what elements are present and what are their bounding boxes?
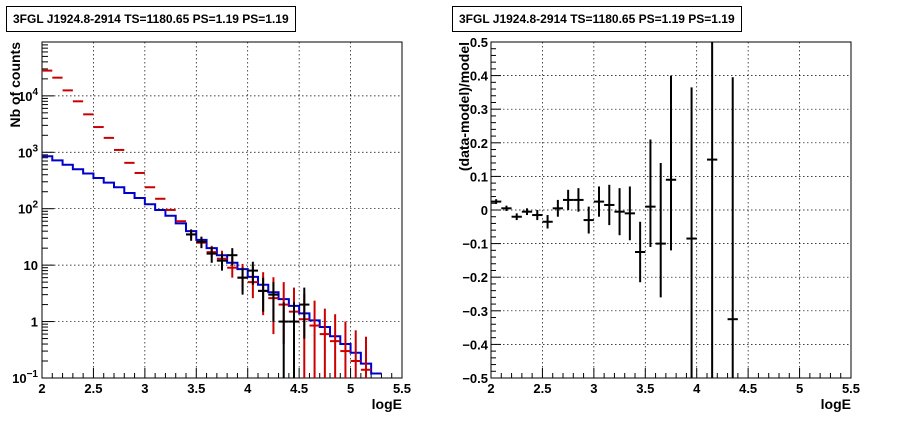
y-tick-label: −0.5 <box>462 371 488 386</box>
data-point <box>511 213 522 221</box>
data-point <box>216 253 228 271</box>
data-point <box>258 277 269 312</box>
data-point <box>552 199 563 217</box>
data-point <box>360 336 372 378</box>
data-point <box>614 188 625 236</box>
data-point <box>655 162 666 298</box>
y-tick-label: 104 <box>18 87 38 104</box>
data-point <box>635 221 646 283</box>
data-point <box>268 282 279 322</box>
data-point <box>501 205 512 212</box>
data-point <box>707 42 718 378</box>
data-point <box>227 248 238 266</box>
data-point <box>491 199 502 204</box>
right-panel: 2 2.5 3 3.5 4 4.5 5 5.5 logE −0.5 −0.4 −0.3 −0.2 −0.1… <box>449 0 898 421</box>
data-point <box>288 302 300 378</box>
data-point <box>278 302 289 378</box>
data-point <box>573 188 584 212</box>
x-tick-label: 3.5 <box>636 381 654 396</box>
data-point <box>247 261 258 285</box>
data-point <box>206 246 217 263</box>
x-tick-label: 5 <box>347 381 354 396</box>
data-point <box>624 186 635 241</box>
data-point <box>186 229 197 241</box>
x-tick-label: 5 <box>796 381 803 396</box>
data-point <box>532 210 543 221</box>
data-point <box>521 208 533 216</box>
data-point <box>299 287 310 339</box>
x-tick-label: 5.5 <box>393 381 411 396</box>
plot-frame <box>41 41 403 379</box>
y-axis-label: Nb of counts <box>7 42 23 128</box>
data-point <box>583 206 594 234</box>
data-point <box>309 300 320 378</box>
x-tick-label: 2.5 <box>84 381 102 396</box>
data-point <box>330 314 341 378</box>
data-point <box>727 77 738 378</box>
data-point <box>542 215 553 229</box>
y-tick-label: 10 <box>24 258 38 273</box>
x-tick-label: 2 <box>38 381 45 396</box>
data-point <box>237 267 248 295</box>
data-point <box>665 75 677 251</box>
x-tick-label: 3 <box>141 381 148 396</box>
y-tick-label: 0.3 <box>470 102 488 117</box>
data-layer <box>42 69 382 378</box>
y-tick-label: 102 <box>18 200 38 217</box>
x-tick-label: 3 <box>590 381 597 396</box>
left-panel: 2 2.5 3 3.5 4 4.5 5 5.5 logE 10−1 1 10 102 103 104 Nb o… <box>6 6 411 412</box>
y-axis: −0.5 −0.4 −0.3 −0.2 −0.1 0 0.1 0.2 0.3 0.4 0.5(dat… <box>456 35 501 386</box>
data-point <box>196 236 207 249</box>
x-tick-label: 3.5 <box>187 381 205 396</box>
grid-lines <box>491 42 851 378</box>
x-tick-label: 2.5 <box>533 381 551 396</box>
y-tick-label: 0.5 <box>470 35 488 50</box>
data-point <box>319 308 330 378</box>
data-layer <box>491 42 738 378</box>
y-tick-label: −0.3 <box>462 304 488 319</box>
x-axis-label: logE <box>372 396 402 412</box>
data-point <box>645 139 656 247</box>
right-chart-title: 3FGL J1924.8-2914 TS=1180.65 PS=1.19 PS=… <box>452 6 742 32</box>
y-tick-label: 1 <box>31 315 38 330</box>
y-axis-label: (data-model)/model <box>456 42 472 171</box>
data-point <box>604 184 615 226</box>
x-tick-label: 4.5 <box>290 381 308 396</box>
data-point <box>593 186 605 217</box>
x-tick-label: 4.5 <box>739 381 757 396</box>
y-tick-label: −0.1 <box>462 237 488 252</box>
grid-lines <box>42 42 402 378</box>
y-tick-label: −0.4 <box>462 337 488 352</box>
data-point <box>563 189 574 210</box>
y-tick-label: 0.4 <box>470 69 489 84</box>
y-tick-label: 0.1 <box>470 169 488 184</box>
left-chart-title: 3FGL J1924.8-2914 TS=1180.65 PS=1.19 PS=… <box>6 6 296 32</box>
data-point <box>340 321 351 378</box>
x-axis-label: logE <box>821 396 851 412</box>
y-tick-label: 0.2 <box>470 136 488 151</box>
data-point <box>686 87 697 378</box>
y-tick-label: 103 <box>18 143 38 160</box>
x-tick-label: 4 <box>693 381 701 396</box>
y-tick-label: 0 <box>481 203 488 218</box>
y-tick-label: 10−1 <box>12 369 38 386</box>
x-tick-label: 4 <box>244 381 252 396</box>
data-point <box>350 330 361 378</box>
x-tick-label: 2 <box>487 381 494 396</box>
x-tick-label: 5.5 <box>842 381 860 396</box>
y-tick-label: −0.2 <box>462 270 488 285</box>
